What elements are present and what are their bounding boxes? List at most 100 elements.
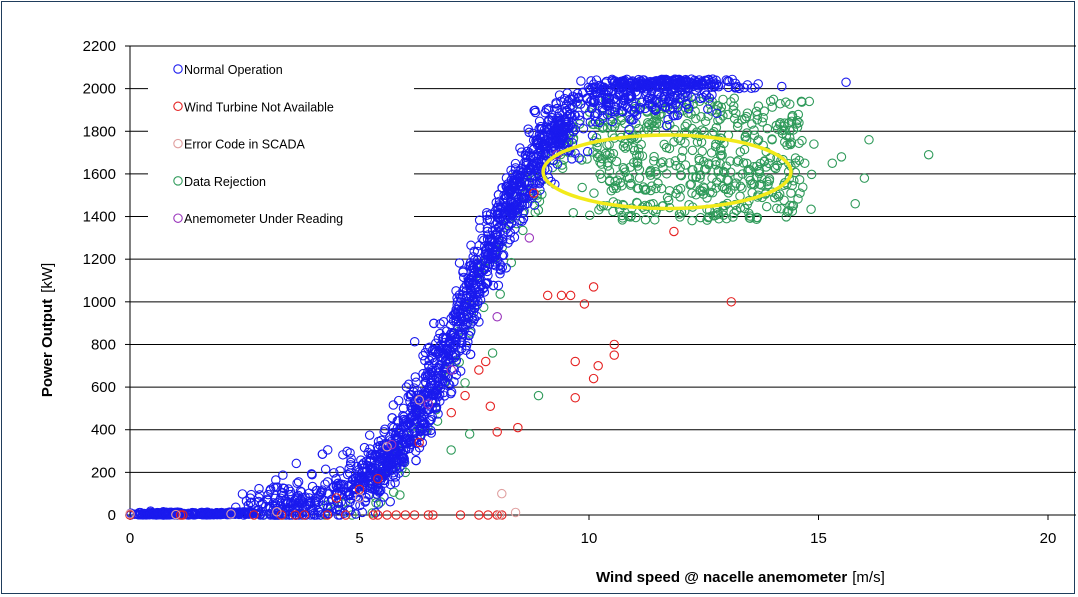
data-rejection-point — [592, 148, 602, 159]
normal-operation-point — [777, 81, 787, 92]
normal-operation-point — [322, 477, 333, 487]
normal-operation-point — [452, 293, 462, 303]
data-rejection-point — [530, 207, 541, 218]
data-rejection-point — [753, 135, 764, 145]
normal-operation-point — [197, 509, 207, 520]
anemometer-under-reading-point — [492, 311, 502, 322]
data-rejection-point — [752, 212, 763, 223]
normal-operation-point — [344, 468, 355, 478]
normal-operation-point — [713, 81, 724, 92]
normal-operation-point — [721, 75, 732, 85]
error-code-in-scada-point — [125, 509, 135, 519]
normal-operation-point — [495, 214, 506, 225]
normal-operation-point — [446, 388, 456, 399]
normal-operation-point — [379, 427, 389, 437]
normal-operation-point — [385, 479, 396, 490]
data-rejection-point — [741, 111, 752, 122]
data-rejection-point — [676, 170, 687, 181]
data-rejection-point — [619, 164, 630, 174]
normal-operation-point — [361, 456, 372, 467]
y-tick-label: 1800 — [83, 123, 116, 140]
wind-turbine-not-available-point — [299, 510, 310, 520]
data-rejection-point — [735, 202, 746, 213]
normal-operation-point — [190, 508, 200, 518]
normal-operation-point — [433, 380, 443, 391]
normal-operation-point — [426, 380, 437, 391]
data-rejection-point — [772, 203, 782, 214]
data-rejection-point — [809, 139, 819, 149]
data-rejection-point — [615, 177, 626, 188]
normal-operation-point — [609, 93, 620, 104]
normal-operation-point — [446, 334, 457, 344]
normal-operation-point — [320, 464, 331, 475]
normal-operation-point — [491, 246, 501, 257]
normal-operation-point — [374, 487, 384, 497]
normal-operation-point — [256, 499, 266, 510]
data-rejection-point — [596, 173, 607, 184]
data-rejection-point — [718, 111, 728, 121]
data-rejection-point — [633, 183, 644, 194]
data-rejection-point — [506, 257, 517, 268]
x-tick-label: 10 — [581, 530, 598, 547]
normal-operation-point — [472, 273, 483, 284]
data-rejection-point — [725, 156, 735, 166]
normal-operation-point — [245, 493, 256, 503]
normal-operation-point — [645, 99, 655, 109]
data-rejection-point — [779, 118, 790, 128]
normal-operation-point — [695, 93, 706, 104]
normal-operation-point — [710, 81, 720, 91]
wind-turbine-not-available-point — [175, 510, 186, 520]
normal-operation-point — [594, 117, 605, 128]
data-rejection-point — [804, 96, 815, 107]
normal-operation-point — [451, 311, 462, 322]
normal-operation-point — [675, 93, 685, 104]
normal-operation-point — [470, 290, 481, 300]
normal-operation-point — [469, 302, 480, 313]
data-rejection-point — [669, 124, 680, 135]
normal-operation-point — [334, 505, 345, 515]
wind-turbine-not-available-point — [593, 361, 603, 371]
wind-turbine-not-available-point — [249, 510, 259, 520]
normal-operation-point — [672, 110, 683, 121]
data-rejection-point — [780, 178, 790, 188]
normal-operation-point — [392, 464, 402, 474]
normal-operation-point — [655, 83, 666, 93]
data-rejection-point — [446, 445, 456, 455]
normal-operation-point — [495, 209, 506, 219]
data-rejection-point — [639, 185, 650, 195]
data-rejection-point — [712, 100, 722, 111]
normal-operation-point — [627, 81, 638, 91]
normal-operation-point — [656, 92, 666, 102]
data-rejection-point — [400, 467, 411, 478]
data-rejection-point — [662, 192, 673, 203]
normal-operation-point — [361, 492, 371, 503]
data-points — [125, 74, 934, 520]
data-rejection-point — [759, 106, 769, 116]
data-rejection-point — [631, 150, 642, 161]
normal-operation-point — [586, 103, 597, 114]
normal-operation-point — [246, 497, 256, 508]
normal-operation-point — [292, 478, 302, 489]
data-rejection-point — [664, 143, 675, 154]
normal-operation-point — [231, 508, 241, 518]
normal-operation-point — [253, 508, 264, 519]
legend-marker — [173, 138, 183, 149]
normal-operation-point — [409, 336, 420, 347]
data-rejection-point — [742, 158, 752, 169]
data-rejection-point — [699, 183, 710, 193]
y-tick-label: 400 — [91, 422, 116, 439]
normal-operation-point — [319, 495, 330, 506]
error-code-in-scada-point — [494, 510, 505, 520]
data-rejection-point — [686, 179, 697, 190]
data-rejection-point — [792, 122, 803, 132]
wind-turbine-not-available-point — [455, 510, 466, 520]
normal-operation-point — [573, 93, 584, 103]
data-rejection-point — [770, 192, 780, 203]
normal-operation-point — [540, 108, 550, 118]
data-rejection-point — [748, 178, 758, 189]
y-tick-label: 1000 — [83, 294, 116, 311]
normal-operation-point — [469, 246, 479, 256]
normal-operation-point — [333, 478, 343, 489]
normal-operation-point — [677, 82, 688, 93]
data-rejection-point — [735, 181, 746, 192]
